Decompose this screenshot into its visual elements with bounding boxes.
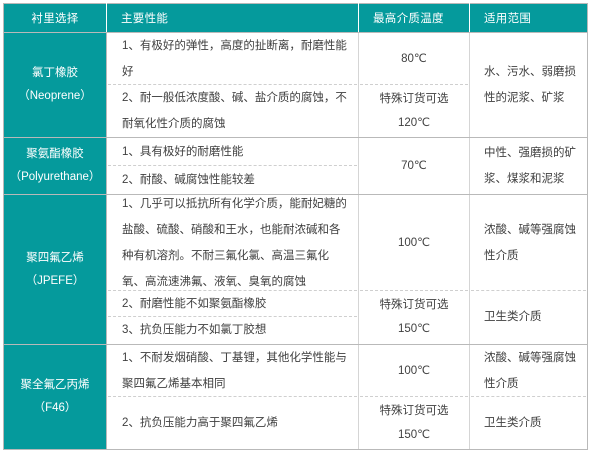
property-text: 1、不耐发烟硝酸、丁基锂，其他化学性能与聚四氟乙烯基本相同 [122,352,347,390]
scope-text: 水、污水、弱磨损性的泥浆、矿浆 [484,66,576,104]
temp-subrows: 100℃ 特殊订货可选 150℃ [360,196,468,343]
temp-subrow: 100℃ [360,346,468,397]
column-header-max-temp: 最高介质温度 [358,3,470,33]
table-row: 氯丁橡胶 （Neoprene） 1、有极好的弹性，高度的扯断离，耐磨性能好 2、… [3,32,588,138]
property-text: 2、耐酸、碱腐蚀性能较差 [122,173,255,186]
table-body: 氯丁橡胶 （Neoprene） 1、有极好的弹性，高度的扯断离，耐磨性能好 2、… [3,32,588,450]
property-subrow: 3、抗负压能力不如氯丁胶想 [108,317,357,343]
temp-text: 特殊订货可选 150℃ [379,299,449,335]
material-cell: 聚四氟乙烯 （JPEFE） [3,194,107,345]
material-name-en: （F46） [33,402,77,414]
temp-text: 100℃ [397,365,431,377]
column-header-properties: 主要性能 [106,3,359,33]
property-text: 1、几乎可以抵抗所有化学介质，能耐妃糖的盐酸、硫酸、硝酸和王水，也能耐浓碱和各种… [122,198,347,288]
property-text: 2、抗负压能力高于聚四氟乙烯 [122,416,278,429]
properties-cell: 1、不耐发烟硝酸、丁基锂，其他化学性能与聚四氟乙烯基本相同 2、抗负压能力高于聚… [106,344,359,450]
material-name-cn: 氯丁橡胶 [32,67,78,79]
temp-subrow: 特殊订货可选 150℃ [360,291,468,343]
temp-subrow: 80℃ [360,34,468,85]
material-name-en: （Polyurethane） [9,171,101,183]
temp-text: 70℃ [401,160,427,172]
scope-subrows: 浓酸、碱等强腐蚀性介质 卫生类介质 [471,196,586,343]
properties-cell: 1、具有极好的耐磨性能 2、耐酸、碱腐蚀性能较差 [106,137,359,195]
material-cell: 聚全氟乙丙烯 （F46） [3,344,107,450]
scope-text: 浓酸、碱等强腐蚀性介质 [484,224,576,262]
column-header-material: 衬里选择 [3,3,107,33]
material-name-en: （Neoprene） [18,90,92,102]
temp-subrow: 特殊订货可选 150℃ [360,397,468,448]
table-row: 聚氨酯橡胶 （Polyurethane） 1、具有极好的耐磨性能 2、耐酸、碱腐… [3,137,588,195]
temp-text: 特殊订货可选 120℃ [379,92,449,129]
property-text: 1、有极好的弹性，高度的扯断离，耐磨性能好 [122,40,347,78]
properties-subrows: 1、具有极好的耐磨性能 2、耐酸、碱腐蚀性能较差 [108,139,357,193]
scope-text: 卫生类介质 [484,416,542,429]
temp-subrows: 100℃ 特殊订货可选 150℃ [360,346,468,448]
material-cell: 氯丁橡胶 （Neoprene） [3,32,107,138]
properties-cell: 1、有极好的弹性，高度的扯断离，耐磨性能好 2、耐一般低浓度酸、碱、盐介质的腐蚀… [106,32,359,138]
property-subrow: 1、不耐发烟硝酸、丁基锂，其他化学性能与聚四氟乙烯基本相同 [108,346,357,397]
properties-subrows: 1、几乎可以抵抗所有化学介质，能耐妃糖的盐酸、硫酸、硝酸和王水，也能耐浓碱和各种… [108,196,357,343]
temp-text: 100℃ [397,237,431,249]
temp-subrow: 100℃ [360,196,468,291]
temp-text: 80℃ [401,53,427,65]
temp-text: 特殊订货可选 150℃ [379,404,449,441]
scope-text: 卫生类介质 [484,311,542,323]
property-subrow: 2、耐磨性能不如聚氨酯橡胶 [108,291,357,317]
table-row: 聚全氟乙丙烯 （F46） 1、不耐发烟硝酸、丁基锂，其他化学性能与聚四氟乙烯基本… [3,344,588,450]
scope-subrow: 中性、强磨损的矿浆、煤浆和泥浆 [471,139,586,193]
page-container: 衬里选择 主要性能 最高介质温度 适用范围 氯丁橡胶 （Neoprene） 1、… [3,3,588,450]
material-name-en: （JPEFE） [25,274,85,287]
property-subrow: 1、具有极好的耐磨性能 [108,139,357,166]
scope-text: 中性、强磨损的矿浆、煤浆和泥浆 [484,147,576,185]
property-text: 3、抗负压能力不如氯丁胶想 [122,324,267,336]
property-text: 2、耐一般低浓度酸、碱、盐介质的腐蚀，不耐氧化性介质的腐蚀 [122,91,347,130]
scope-cell: 水、污水、弱磨损性的泥浆、矿浆 [469,32,588,138]
scope-subrow: 水、污水、弱磨损性的泥浆、矿浆 [471,34,586,136]
max-temp-cell: 70℃ [358,137,470,195]
max-temp-cell: 100℃ 特殊订货可选 150℃ [358,344,470,450]
temp-subrow: 70℃ [360,139,468,193]
material-name-cn: 聚全氟乙丙烯 [20,379,90,391]
scope-cell: 浓酸、碱等强腐蚀性介质 卫生类介质 [469,344,588,450]
property-subrow: 2、耐酸、碱腐蚀性能较差 [108,166,357,193]
temp-subrow: 特殊订货可选 120℃ [360,85,468,136]
property-subrow: 2、抗负压能力高于聚四氟乙烯 [108,397,357,448]
scope-subrow: 卫生类介质 [471,397,586,448]
scope-cell: 中性、强磨损的矿浆、煤浆和泥浆 [469,137,588,195]
property-subrow: 1、几乎可以抵抗所有化学介质，能耐妃糖的盐酸、硫酸、硝酸和王水，也能耐浓碱和各种… [108,196,357,291]
scope-subrows: 中性、强磨损的矿浆、煤浆和泥浆 [471,139,586,193]
column-header-scope: 适用范围 [469,3,588,33]
header-row: 衬里选择 主要性能 最高介质温度 适用范围 [3,3,588,33]
scope-subrow: 浓酸、碱等强腐蚀性介质 [471,196,586,291]
scope-subrows: 浓酸、碱等强腐蚀性介质 卫生类介质 [471,346,586,448]
max-temp-cell: 100℃ 特殊订货可选 150℃ [358,194,470,345]
scope-cell: 浓酸、碱等强腐蚀性介质 卫生类介质 [469,194,588,345]
property-text: 1、具有极好的耐磨性能 [122,146,244,158]
table-header: 衬里选择 主要性能 最高介质温度 适用范围 [3,3,588,33]
table-row: 聚四氟乙烯 （JPEFE） 1、几乎可以抵抗所有化学介质，能耐妃糖的盐酸、硫酸、… [3,194,588,345]
material-name-cn: 聚四氟乙烯 [26,251,84,264]
temp-subrows: 80℃ 特殊订货可选 120℃ [360,34,468,136]
property-subrow: 1、有极好的弹性，高度的扯断离，耐磨性能好 [108,34,357,85]
property-subrow: 2、耐一般低浓度酸、碱、盐介质的腐蚀，不耐氧化性介质的腐蚀 [108,85,357,136]
properties-cell: 1、几乎可以抵抗所有化学介质，能耐妃糖的盐酸、硫酸、硝酸和王水，也能耐浓碱和各种… [106,194,359,345]
material-name-cn: 聚氨酯橡胶 [26,148,84,160]
scope-subrow: 卫生类介质 [471,291,586,343]
lining-selection-table: 衬里选择 主要性能 最高介质温度 适用范围 氯丁橡胶 （Neoprene） 1、… [3,3,588,450]
max-temp-cell: 80℃ 特殊订货可选 120℃ [358,32,470,138]
scope-text: 浓酸、碱等强腐蚀性介质 [484,352,576,390]
scope-subrow: 浓酸、碱等强腐蚀性介质 [471,346,586,397]
properties-subrows: 1、不耐发烟硝酸、丁基锂，其他化学性能与聚四氟乙烯基本相同 2、抗负压能力高于聚… [108,346,357,448]
property-text: 2、耐磨性能不如聚氨酯橡胶 [122,297,267,310]
properties-subrows: 1、有极好的弹性，高度的扯断离，耐磨性能好 2、耐一般低浓度酸、碱、盐介质的腐蚀… [108,34,357,136]
temp-subrows: 70℃ [360,139,468,193]
material-cell: 聚氨酯橡胶 （Polyurethane） [3,137,107,195]
scope-subrows: 水、污水、弱磨损性的泥浆、矿浆 [471,34,586,136]
